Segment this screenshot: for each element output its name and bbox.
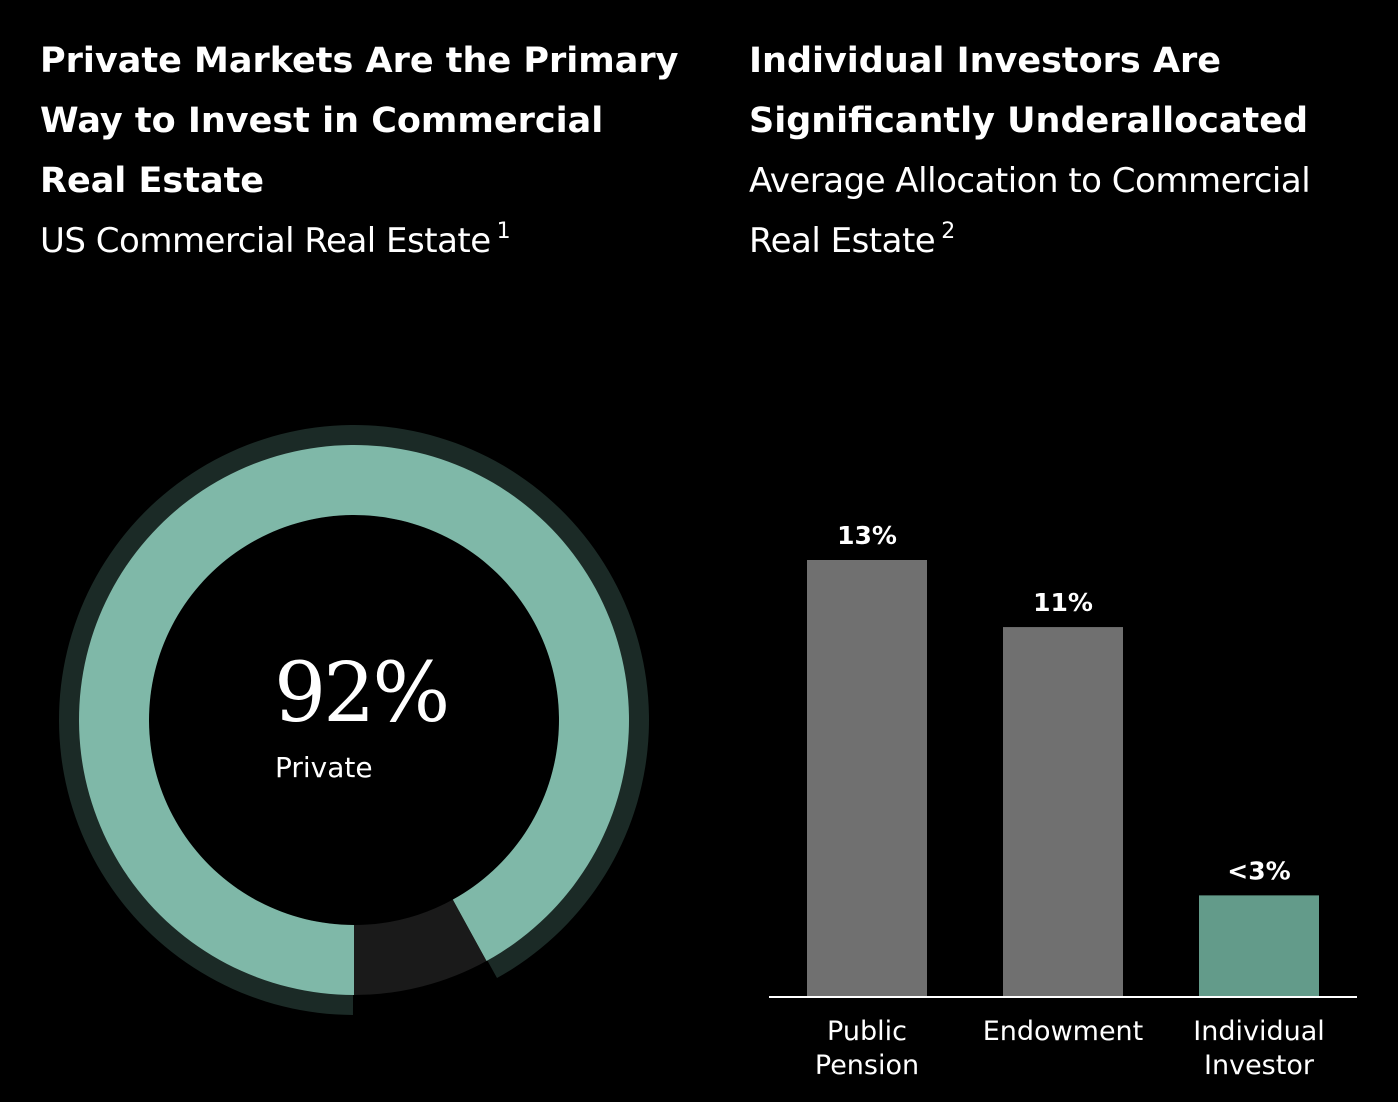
bar-value-label-individual-investor: <3%: [1227, 856, 1290, 885]
category-label-public-pension-line2: Pension: [815, 1050, 919, 1081]
category-label-individual-investor-line2: Investor: [1204, 1050, 1315, 1081]
donut-center-value: 92%: [274, 646, 447, 741]
donut-center-label: Private: [275, 751, 373, 784]
bar-individual-investor: [1199, 895, 1319, 996]
bar-endowment: [1003, 627, 1123, 996]
right-footnote-marker: 2: [941, 219, 955, 244]
right-panel-subtitle: Average Allocation to Commercial Real Es…: [749, 151, 1389, 276]
donut-chart: 92% Private: [58, 425, 649, 1015]
bar-value-label-public-pension: 13%: [837, 521, 897, 550]
left-panel-subtitle: US Commercial Real Estate 1: [40, 211, 700, 276]
right-panel-title: Individual Investors Are Significantly U…: [749, 41, 1309, 141]
bar-value-label-endowment: 11%: [1033, 588, 1093, 617]
donut-slice-public: [354, 899, 487, 995]
category-label-individual-investor-line1: Individual: [1193, 1016, 1325, 1047]
category-label-public-pension-line1: Public: [827, 1016, 907, 1047]
right-subtitle-text: Average Allocation to Commercial Real Es…: [749, 161, 1311, 261]
left-footnote-marker: 1: [496, 219, 511, 244]
category-label-endowment: Endowment: [983, 1016, 1144, 1047]
left-panel-title: Private Markets Are the Primary Way to I…: [40, 41, 679, 201]
bar-public-pension: [807, 560, 927, 996]
left-subtitle-text: US Commercial Real Estate: [40, 221, 491, 261]
